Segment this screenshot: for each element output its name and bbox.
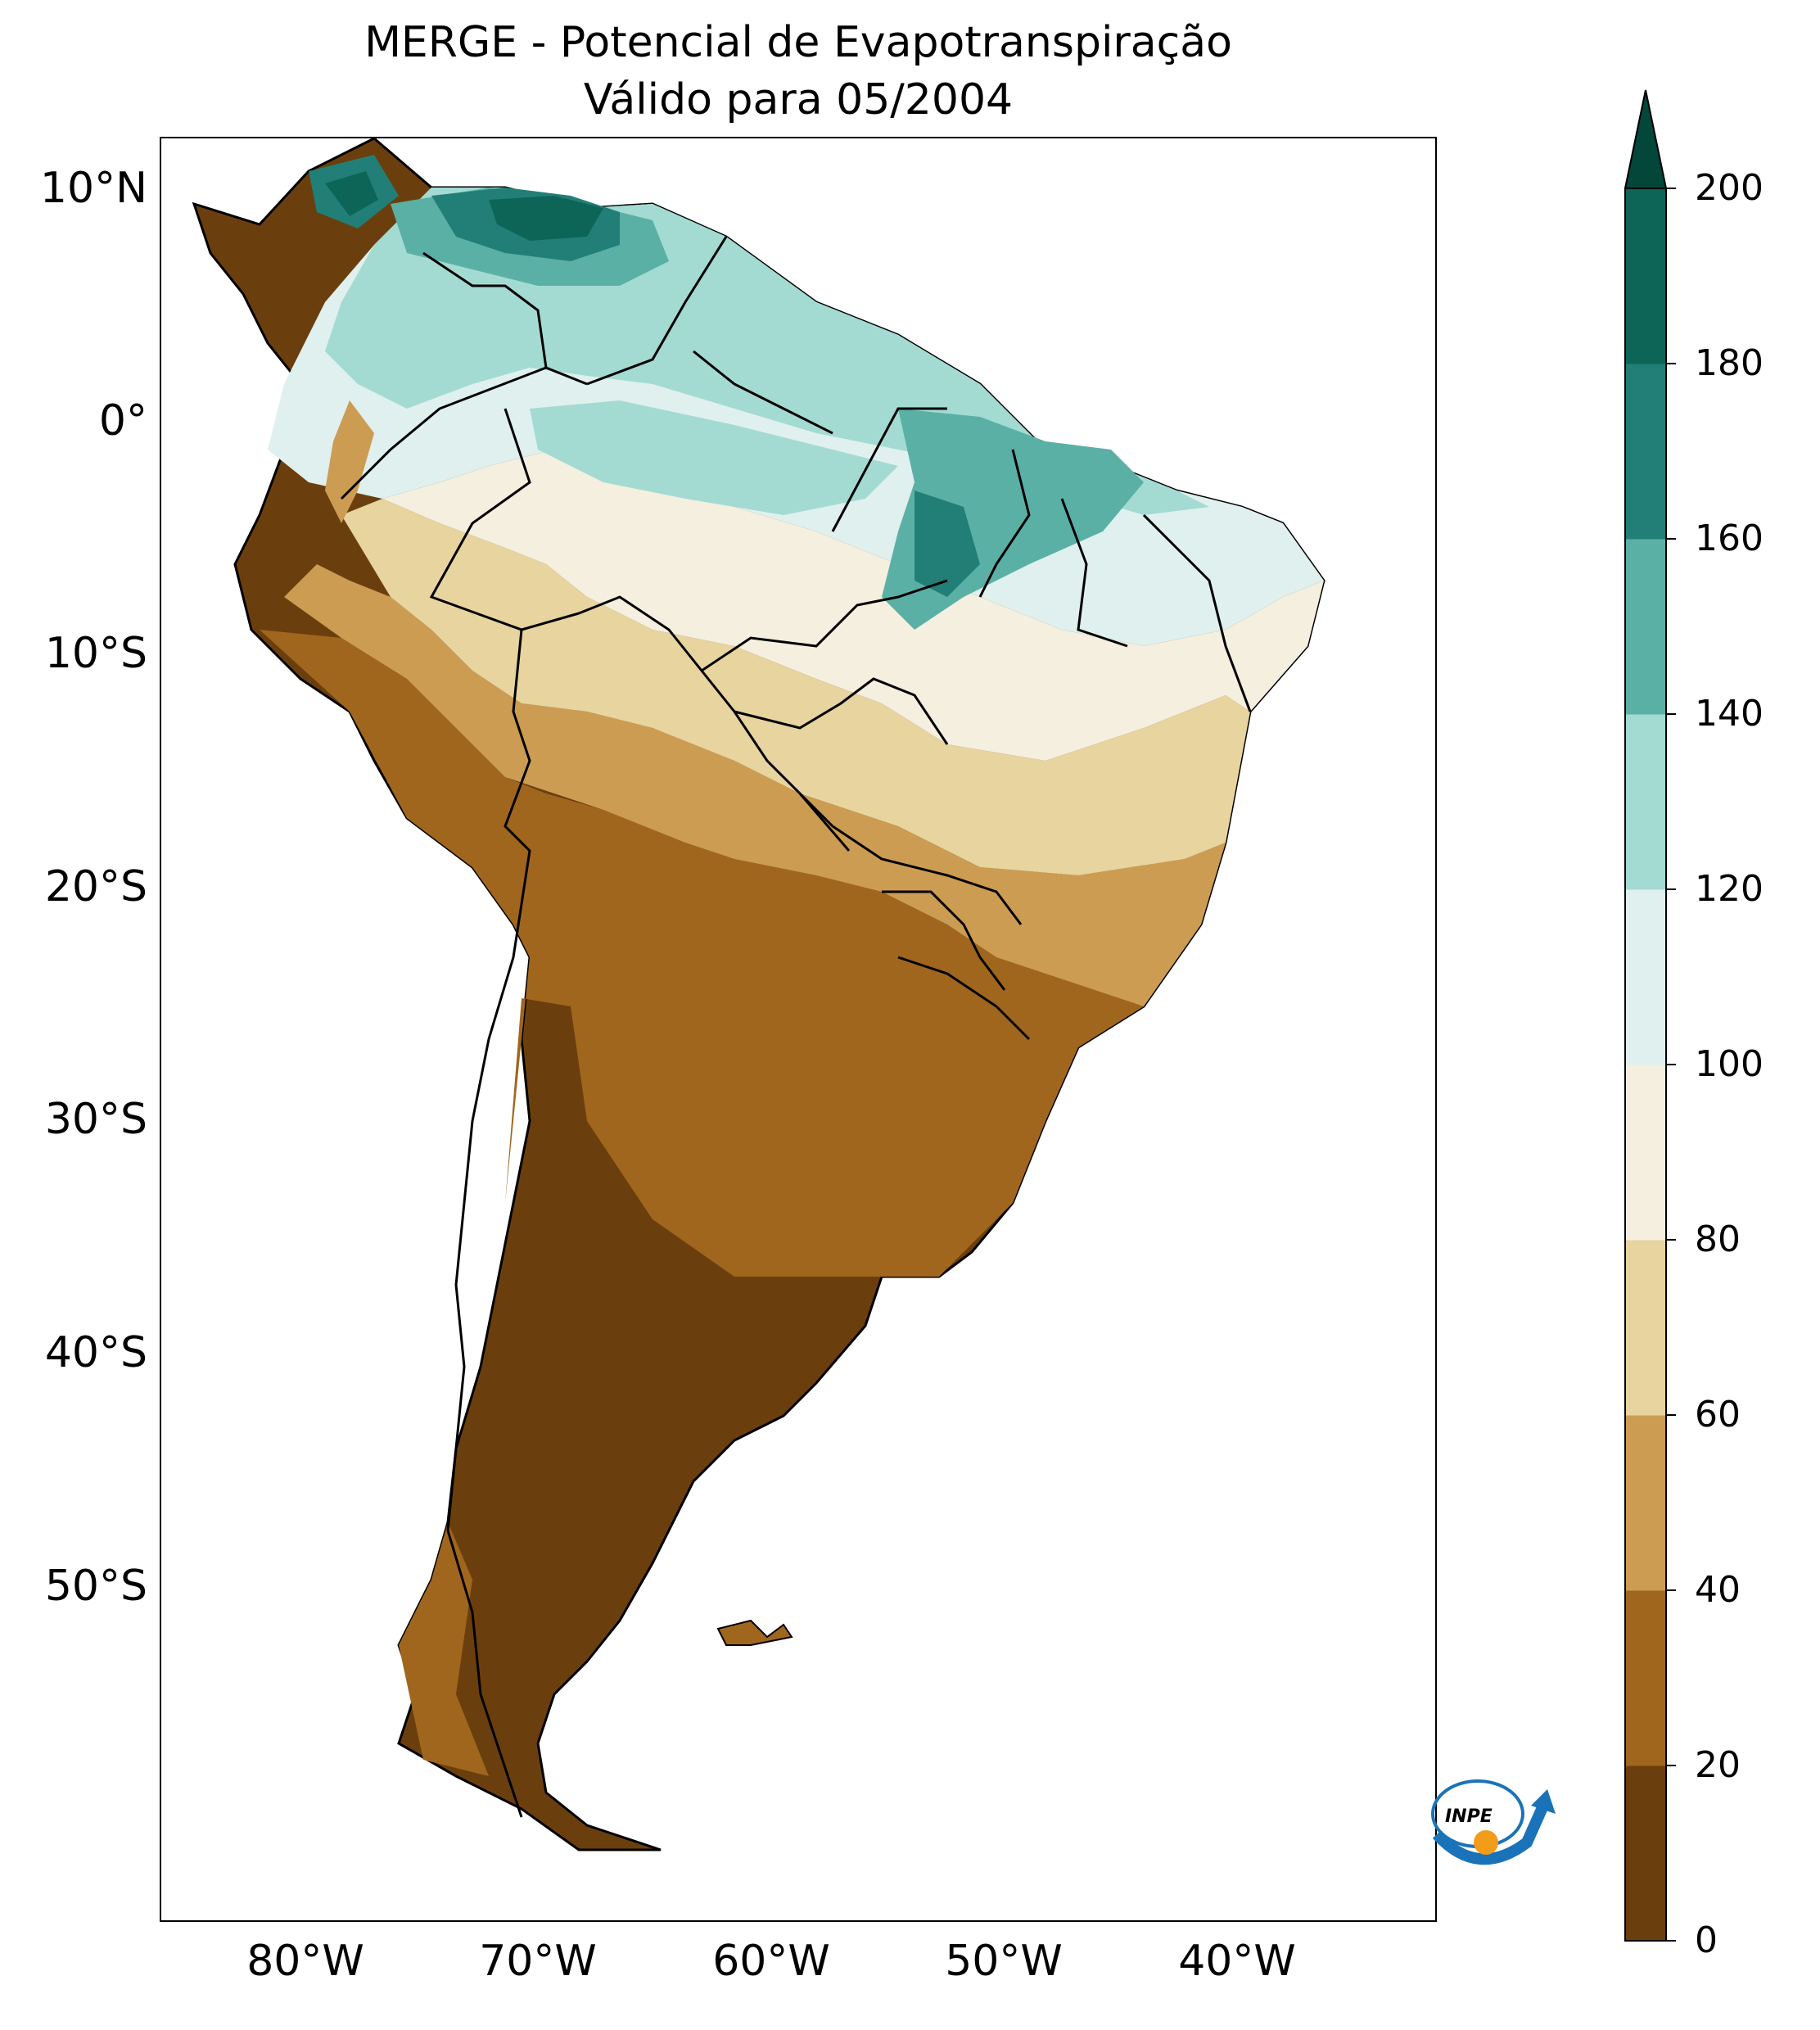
map-title-line1: MERGE - Potencial de Evapotranspiração	[364, 18, 1232, 67]
map-title-line2: Válido para 05/2004	[583, 75, 1014, 124]
lon-label: 40°W	[1178, 1937, 1296, 1986]
lat-label: 10°S	[44, 629, 147, 678]
border-line	[693, 350, 833, 435]
colorbar-band	[1625, 714, 1666, 890]
colorbar-band	[1625, 1240, 1666, 1416]
contour-20-40	[260, 630, 1144, 1277]
contour-180-200-colombia	[325, 171, 378, 216]
lon-label: 70°W	[479, 1937, 597, 1986]
lon-label: 60°W	[712, 1937, 830, 1986]
border-line	[831, 407, 947, 532]
border-line	[446, 629, 531, 1818]
border-line	[978, 449, 1031, 598]
colorbar-tick-label: 200	[1695, 167, 1764, 209]
colorbar-band	[1625, 1766, 1666, 1942]
border-line	[340, 366, 547, 500]
colorbar-tick-label: 140	[1695, 693, 1764, 735]
border-line	[422, 251, 588, 386]
colorbar-tick-label: 40	[1695, 1569, 1741, 1611]
contour-fills	[260, 155, 1324, 1776]
colorbar-tick-label: 60	[1695, 1394, 1741, 1435]
colorbar	[1624, 89, 1676, 1942]
andes-band	[325, 400, 374, 523]
colorbar-band	[1625, 1590, 1666, 1766]
colorbar-tick-label: 20	[1695, 1744, 1741, 1786]
border-line	[1060, 498, 1128, 648]
colorbar-tick-label: 160	[1695, 518, 1764, 559]
border-line	[578, 595, 851, 852]
lon-label: 50°W	[945, 1937, 1063, 1986]
lat-label: 20°S	[44, 862, 147, 911]
lat-label: 10°N	[39, 164, 147, 213]
colorbar-tick-label: 80	[1695, 1218, 1741, 1260]
border-line	[586, 236, 728, 386]
border-line	[1142, 513, 1252, 712]
lat-label: 30°S	[44, 1095, 147, 1144]
colorbar-band	[1625, 188, 1666, 364]
map-panel	[160, 137, 1437, 1922]
inpe-logo-icon: INPE	[1431, 1779, 1556, 1865]
border-line	[429, 408, 580, 631]
colorbar-tick-label: 120	[1695, 868, 1764, 910]
colorbar-band	[1625, 1415, 1666, 1591]
colorbar-band	[1625, 889, 1666, 1065]
contour-40-60	[284, 564, 1226, 1006]
border-line	[798, 792, 1023, 925]
colorbar-band	[1625, 364, 1666, 540]
contour-20-40-patagonia	[399, 1522, 489, 1776]
colorbar-extend-arrow	[1624, 89, 1668, 189]
colorbar-band	[1625, 1065, 1666, 1241]
lat-label: 0°	[98, 396, 147, 445]
colorbar-tick-label: 100	[1695, 1043, 1764, 1085]
border-line	[882, 890, 1006, 991]
contour-80-100	[382, 450, 1324, 761]
contour-180-200-venezuela	[489, 196, 603, 241]
contour-60-80	[341, 499, 1250, 875]
border-line	[897, 956, 1031, 1041]
country-borders	[340, 236, 1252, 1818]
svg-text:INPE: INPE	[1445, 1806, 1493, 1827]
contour-120-140-amazon	[530, 400, 898, 515]
border-line	[701, 579, 948, 672]
colorbar-tick-label: 0	[1695, 1919, 1718, 1961]
border-line	[734, 677, 949, 745]
lat-label: 40°S	[44, 1328, 147, 1377]
lon-label: 80°W	[246, 1937, 364, 1986]
falkland-islands	[716, 1619, 793, 1646]
evapotranspiration-map	[192, 138, 1325, 1851]
colorbar-band	[1625, 539, 1666, 715]
colorbar-tick-label: 180	[1695, 342, 1764, 384]
contour-160-180-ne	[915, 491, 980, 597]
lat-label: 50°S	[44, 1562, 147, 1611]
